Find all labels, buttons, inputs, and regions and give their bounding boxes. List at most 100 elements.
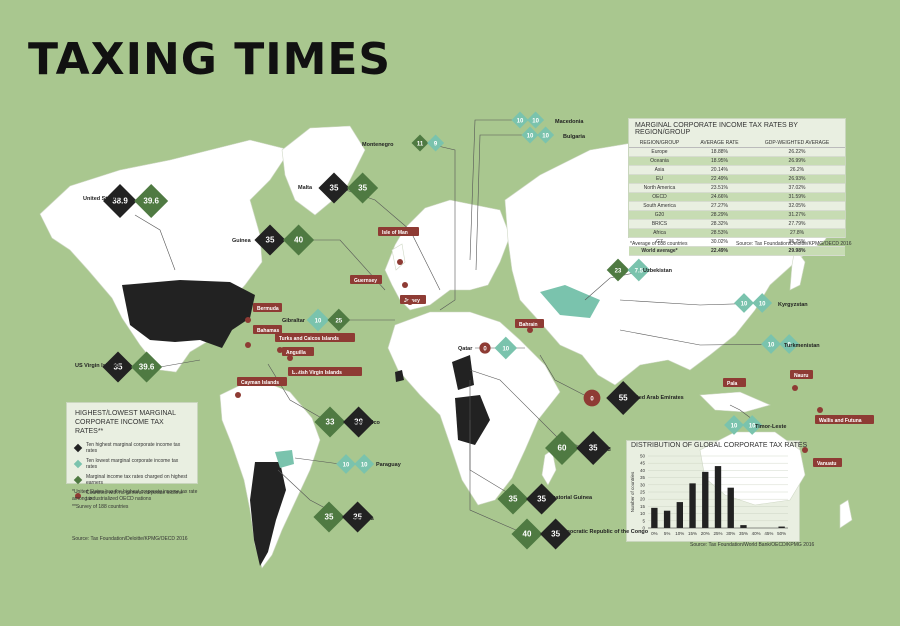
diamond-icon bbox=[343, 406, 375, 438]
zero-rate-marker: 0 bbox=[583, 389, 601, 407]
label-text: Bermuda bbox=[257, 306, 279, 312]
table-row: North America 23.51% 37.02% bbox=[629, 183, 845, 193]
paraguay-highlight bbox=[275, 450, 294, 468]
rate-marker: 55 bbox=[606, 381, 641, 415]
legend-item: Countries with no general corporate inco… bbox=[75, 490, 189, 502]
label-text: Bahrain bbox=[519, 322, 538, 328]
rate-value: 10 bbox=[741, 302, 748, 308]
table-cell: 30.02% bbox=[689, 237, 750, 247]
label-text: Palau bbox=[727, 381, 740, 387]
table-row: EU 22.49% 26.93% bbox=[629, 174, 845, 184]
diamond-icon bbox=[779, 334, 800, 354]
diamond-icon bbox=[411, 134, 429, 152]
diamond-icon bbox=[347, 172, 379, 204]
circle-icon bbox=[235, 392, 241, 398]
table-cell: Oceania bbox=[629, 156, 690, 166]
diamond-swatch-icon bbox=[73, 459, 83, 469]
rate-value: 23 bbox=[615, 269, 622, 275]
rate-marker: 60 bbox=[545, 431, 579, 465]
rate-value: 0 bbox=[590, 397, 594, 403]
distribution-chart: 0 5 10 15 20 25 30 35 40 45 50 Number of countries 0… bbox=[630, 454, 788, 536]
y-tick-label: 45 bbox=[640, 461, 646, 466]
rate-marker: 10 bbox=[354, 454, 375, 474]
y-tick-label: 15 bbox=[640, 504, 646, 509]
country-label: US Virgin Islands bbox=[75, 363, 120, 369]
circle-icon bbox=[527, 327, 533, 333]
circle-icon bbox=[802, 447, 808, 453]
circle-icon bbox=[792, 385, 798, 391]
y-tick-label: 0 bbox=[642, 526, 645, 531]
label-text: Nauru bbox=[794, 373, 808, 379]
circle-icon bbox=[287, 355, 293, 361]
table-row: OECD 24.66% 31.59% bbox=[629, 192, 845, 202]
diamond-icon bbox=[336, 454, 356, 474]
legend-label: Marginal income tax rates charged on hig… bbox=[86, 474, 188, 486]
table-cell: EU bbox=[629, 174, 690, 184]
country-label: Argentina bbox=[348, 516, 375, 522]
table-row: BRICS 28.32% 27.79% bbox=[629, 219, 845, 229]
diamond-icon bbox=[511, 111, 529, 129]
no-tax-label: Anguilla bbox=[282, 347, 314, 361]
circle-icon bbox=[479, 342, 491, 354]
table-cell: 18.88% bbox=[689, 147, 750, 157]
bar bbox=[702, 471, 709, 528]
table-cell: Africa bbox=[629, 228, 690, 238]
rate-marker: 39 bbox=[343, 406, 375, 438]
diamond-icon bbox=[606, 258, 630, 282]
table-cell: 32.05% bbox=[749, 201, 845, 211]
table-cell: Asia bbox=[629, 165, 690, 175]
legend-items: Ten highest marginal corporate income ta… bbox=[67, 442, 197, 502]
table-cell: 26.99% bbox=[749, 156, 845, 166]
table-row: Asia 20.14% 26.2% bbox=[629, 165, 845, 175]
legend-label: Countries with no general corporate inco… bbox=[86, 490, 183, 502]
diamond-icon bbox=[342, 501, 374, 533]
bar bbox=[689, 483, 696, 528]
rate-value: 10 bbox=[542, 134, 549, 140]
rate-value: 35 bbox=[353, 513, 362, 522]
no-tax-label: Vanuatu bbox=[802, 447, 842, 467]
bar bbox=[714, 466, 722, 528]
label-badge bbox=[253, 325, 282, 334]
diamond-icon bbox=[314, 406, 346, 438]
country-label: Bulgaria bbox=[563, 134, 586, 140]
rate-marker: 35 bbox=[318, 172, 350, 204]
label-badge bbox=[400, 295, 426, 304]
rate-marker: 10 bbox=[527, 111, 545, 129]
label-text: Turks and Caicos Islands bbox=[279, 336, 339, 342]
country-label: Malta bbox=[298, 185, 313, 191]
table-cell: 31.59% bbox=[749, 192, 845, 202]
table-row: Africa 28.53% 27.8% bbox=[629, 228, 845, 238]
rate-marker: 33 bbox=[314, 406, 346, 438]
table-row: G7 30.02% 35.75% bbox=[629, 237, 845, 247]
rate-value: 33 bbox=[326, 418, 335, 427]
label-badge bbox=[275, 333, 355, 342]
table-cell: South America bbox=[629, 201, 690, 211]
rate-value: 10 bbox=[527, 134, 534, 140]
column-header: Average rate bbox=[689, 139, 750, 148]
country-label: Guinea bbox=[232, 238, 252, 244]
label-text: Isle of Man bbox=[382, 230, 408, 236]
bar bbox=[740, 525, 747, 528]
country-label: Chad bbox=[597, 447, 611, 453]
rate-marker: 35 bbox=[526, 483, 558, 515]
rate-marker: 9 bbox=[427, 134, 445, 152]
x-tick-label: 50% bbox=[777, 531, 786, 536]
legend-note-1: *United States has the highest corporate… bbox=[72, 489, 198, 502]
bar bbox=[663, 510, 671, 528]
rate-marker: 39.6 bbox=[131, 351, 163, 383]
label-badge bbox=[790, 370, 813, 379]
label-badge bbox=[282, 347, 314, 356]
y-tick-label: 25 bbox=[640, 490, 646, 495]
diamond-icon bbox=[254, 224, 286, 256]
label-text: British Virgin Islands bbox=[292, 370, 342, 376]
country-label: Macedonia bbox=[555, 119, 584, 125]
table-cell: BRICS bbox=[629, 219, 690, 229]
rate-marker: 40 bbox=[283, 224, 315, 256]
label-badge bbox=[813, 458, 842, 467]
legend-box: Highest/lowest marginal corporate income… bbox=[66, 402, 198, 502]
bar bbox=[778, 526, 785, 528]
diamond-icon bbox=[134, 184, 169, 218]
table-cell: G7 bbox=[629, 237, 690, 247]
table-source: Source: Tax Foundation/Deloitte/KPMG/OEC… bbox=[736, 241, 852, 247]
